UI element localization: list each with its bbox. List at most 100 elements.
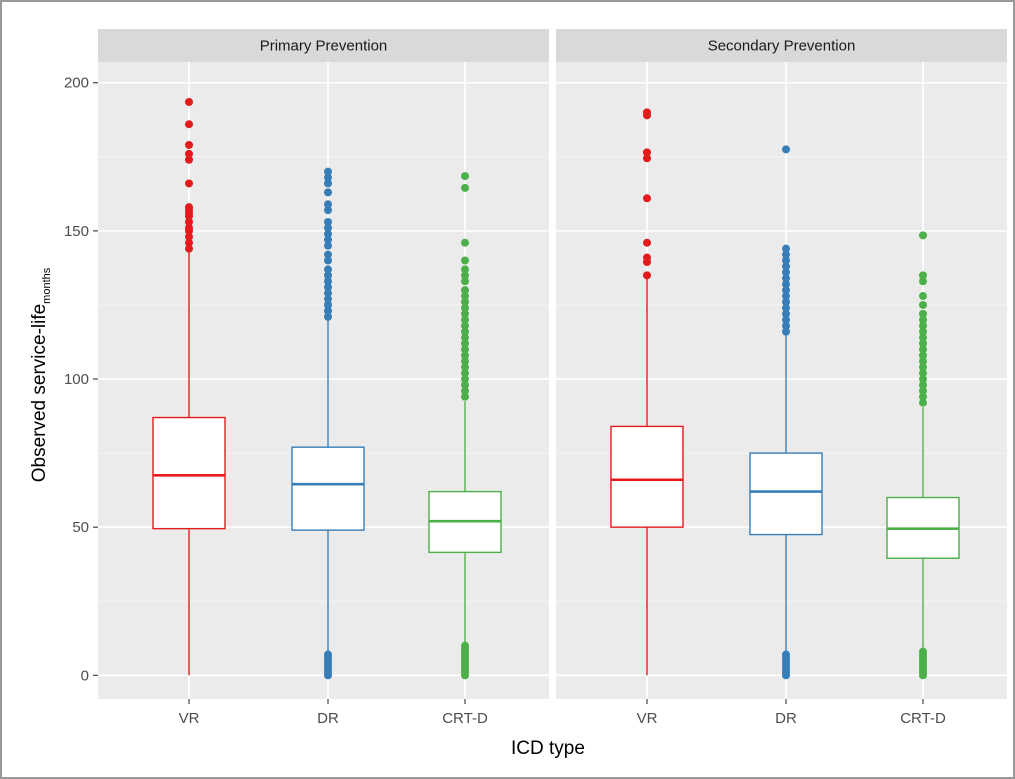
outlier-point [919, 339, 927, 348]
outlier-point [185, 244, 193, 253]
outlier-point [919, 231, 927, 240]
outlier-point [919, 292, 927, 301]
outlier-point [919, 380, 927, 389]
outlier-point [185, 97, 193, 106]
x-tick-label: CRT-D [900, 710, 946, 727]
x-axis-title: ICD type [511, 738, 585, 759]
outlier-point [782, 315, 790, 324]
outlier-point [324, 223, 332, 232]
outlier-point [643, 154, 651, 163]
outlier-point [461, 327, 469, 336]
outlier-point [324, 235, 332, 244]
outlier-point [324, 650, 332, 659]
facet-strip-title: Primary Prevention [260, 38, 388, 55]
box-vr [152, 97, 226, 676]
outlier-point [185, 203, 193, 212]
outlier-point [461, 303, 469, 312]
outlier-point [324, 265, 332, 274]
iqr-box [610, 425, 684, 528]
facet-strip-title: Secondary Prevention [708, 38, 856, 55]
outlier-point [461, 292, 469, 301]
outlier-point [185, 179, 193, 188]
outlier-point [782, 280, 790, 289]
outlier-point [782, 321, 790, 330]
outlier-point [461, 357, 469, 366]
outlier-point [461, 309, 469, 318]
x-axis: VR DR CRT-D VR DR CRT-D [179, 699, 946, 727]
outlier-point [461, 333, 469, 342]
outlier-point [185, 217, 193, 226]
outlier-point [324, 188, 332, 197]
outlier-point [919, 271, 927, 280]
outlier-point [919, 647, 927, 656]
outlier-point [461, 375, 469, 384]
outlier-point [461, 277, 469, 286]
outlier-point [324, 277, 332, 286]
outlier-point [324, 217, 332, 226]
outlier-point [461, 172, 469, 181]
outlier-point [324, 173, 332, 182]
outlier-point [643, 238, 651, 247]
outlier-point [919, 357, 927, 366]
outlier-point [782, 256, 790, 265]
outlier-point [919, 345, 927, 354]
y-tick-label: 150 [64, 223, 89, 240]
outlier-point [461, 339, 469, 348]
x-tick-label: DR [317, 710, 339, 727]
outlier-point [324, 229, 332, 238]
y-tick-label: 100 [64, 371, 89, 388]
x-tick-label: VR [637, 710, 658, 727]
outlier-point [324, 200, 332, 209]
outlier-point [919, 277, 927, 286]
y-tick-label: 200 [64, 75, 89, 92]
outlier-point [461, 386, 469, 395]
facet-strip [556, 29, 1007, 62]
outlier-point [782, 309, 790, 318]
outlier-point [461, 392, 469, 401]
outlier-point [643, 271, 651, 280]
outlier-point [185, 149, 193, 158]
outlier-point [643, 194, 651, 203]
panel-1: Primary Prevention [98, 29, 549, 699]
box-dr [291, 167, 365, 680]
outlier-point [324, 179, 332, 188]
panels-layer: Primary Prevention Secondary Prevention [98, 29, 1007, 699]
outlier-point [919, 398, 927, 407]
x-tick-label: DR [775, 710, 797, 727]
outlier-point [782, 303, 790, 312]
outlier-point [919, 300, 927, 309]
outlier-point [324, 167, 332, 176]
outlier-point [919, 392, 927, 401]
outlier-point [461, 369, 469, 378]
y-axis: 0 50 100 150 200 [64, 75, 98, 684]
outlier-point [461, 238, 469, 247]
outlier-point [643, 253, 651, 262]
outlier-point [782, 244, 790, 253]
box-crt-d [886, 231, 960, 680]
outlier-point [782, 145, 790, 154]
outlier-point [324, 300, 332, 309]
iqr-box [152, 416, 226, 530]
outlier-point [461, 297, 469, 306]
iqr-box [749, 452, 823, 536]
outlier-point [782, 286, 790, 295]
y-tick-label: 0 [81, 667, 89, 684]
outlier-point [919, 363, 927, 372]
y-axis-title: Observed service-lifemonths [29, 267, 53, 482]
outlier-point [185, 140, 193, 149]
outlier-point [919, 327, 927, 336]
outlier-point [461, 256, 469, 265]
outlier-point [461, 351, 469, 360]
y-axis-title-subscript: months [41, 267, 53, 304]
outlier-point [324, 256, 332, 265]
outlier-point [324, 206, 332, 215]
box-vr [610, 108, 684, 676]
outlier-point [324, 271, 332, 280]
outlier-point [919, 369, 927, 378]
panel-2: Secondary Prevention [556, 29, 1007, 699]
outlier-point [185, 238, 193, 247]
outlier-point [324, 250, 332, 259]
outlier-point [643, 108, 651, 117]
outlier-point [919, 333, 927, 342]
